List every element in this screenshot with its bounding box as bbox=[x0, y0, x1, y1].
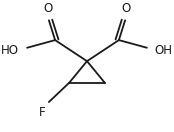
Text: O: O bbox=[121, 2, 130, 15]
Text: O: O bbox=[44, 2, 53, 15]
Text: F: F bbox=[39, 106, 46, 119]
Text: OH: OH bbox=[155, 44, 173, 57]
Text: HO: HO bbox=[1, 44, 19, 57]
